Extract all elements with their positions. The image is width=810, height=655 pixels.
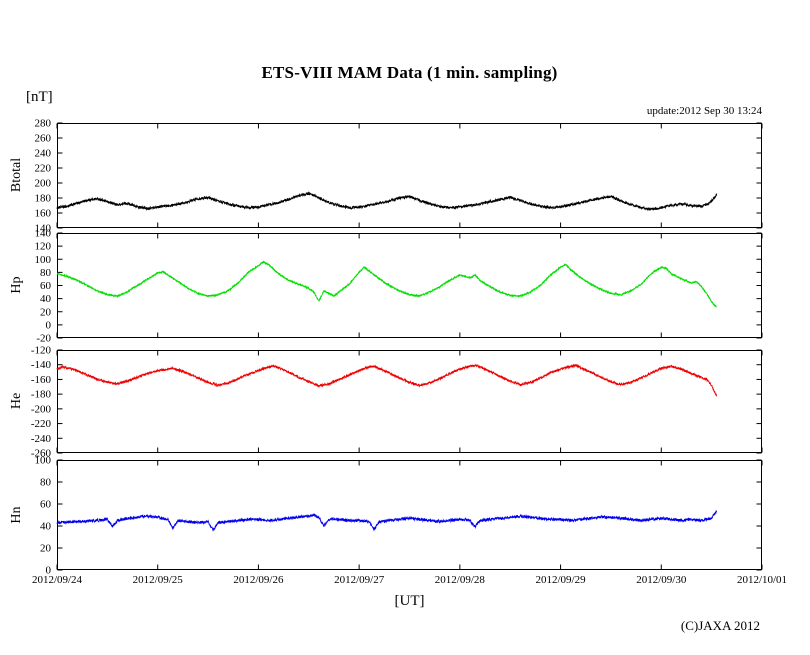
y-tick-label: 60 [40, 280, 52, 292]
x-tick-label: 2012/09/30 [636, 574, 687, 586]
y-tick-label: -120 [31, 345, 52, 357]
x-tick-label: 2012/09/29 [536, 574, 587, 586]
y-tick-label: 40 [40, 521, 52, 533]
y-unit-label: [nT] [26, 89, 53, 105]
panel-hn: 0 20 40 60 80 100 2012/09/24 2012/09/25 2012/09/… [32, 455, 787, 587]
y-tick-label: 100 [35, 254, 52, 266]
y-tick-label: 20 [40, 543, 52, 555]
series-line-hp [56, 260, 718, 308]
y-tick-label: -200 [31, 403, 52, 415]
panel-border [57, 123, 762, 228]
series-line-he [56, 363, 718, 397]
y-tick-label: 60 [40, 499, 52, 511]
y-tick-label: 20 [40, 306, 52, 318]
panel-border [57, 350, 762, 453]
y-tick-label: 160 [35, 208, 52, 220]
y-tick-label: 260 [35, 133, 52, 145]
x-tick-label: 2012/10/01 [737, 574, 787, 586]
y-tick-label: 80 [40, 477, 52, 489]
y-tick-label: -160 [31, 374, 52, 386]
y-tick-label: -220 [31, 418, 52, 430]
series-line-hn [56, 510, 718, 532]
y-tick-label: 100 [35, 455, 52, 467]
y-tick-label: 0 [46, 565, 52, 577]
panel-border [57, 460, 762, 570]
y-tick-label: 140 [35, 223, 52, 235]
y-tick-label: -180 [31, 389, 52, 401]
panel-border [57, 233, 762, 338]
x-unit-label: [UT] [394, 593, 425, 609]
y-tick-label: 220 [35, 163, 52, 175]
y-tick-label: -140 [31, 359, 52, 371]
panel-btotal: 140 160 180 200 220 240 260 280 [35, 118, 763, 235]
x-tick-label: 2012/09/28 [435, 574, 486, 586]
y-tick-label: 40 [40, 293, 52, 305]
y-tick-label: 280 [35, 118, 52, 130]
y-tick-label: 80 [40, 267, 52, 279]
y-tick-label: 140 [35, 228, 52, 240]
copyright-label: (C)JAXA 2012 [680, 618, 760, 633]
y-tick-label: -20 [36, 333, 51, 345]
series-line-btotal [56, 191, 718, 212]
x-tick-label: 2012/09/25 [133, 574, 184, 586]
chart-title: ETS-VIII MAM Data (1 min. sampling) [261, 63, 558, 82]
x-tick-label: 2012/09/26 [233, 574, 284, 586]
y-tick-label: 0 [46, 319, 52, 331]
y-tick-label: -260 [31, 448, 52, 460]
update-timestamp: update:2012 Sep 30 13:24 [646, 105, 762, 117]
x-tick-label: 2012/09/27 [334, 574, 385, 586]
y-tick-label: 180 [35, 193, 52, 205]
y-tick-label: -240 [31, 433, 52, 445]
y-tick-label: 120 [35, 241, 52, 253]
panel-he: -260 -240 -220 -200 -180 -160 -140 -120 [31, 345, 763, 460]
x-tick-label: 2012/09/24 [32, 574, 83, 586]
y-tick-label: 240 [35, 148, 52, 160]
y-tick-label: 200 [35, 178, 52, 190]
